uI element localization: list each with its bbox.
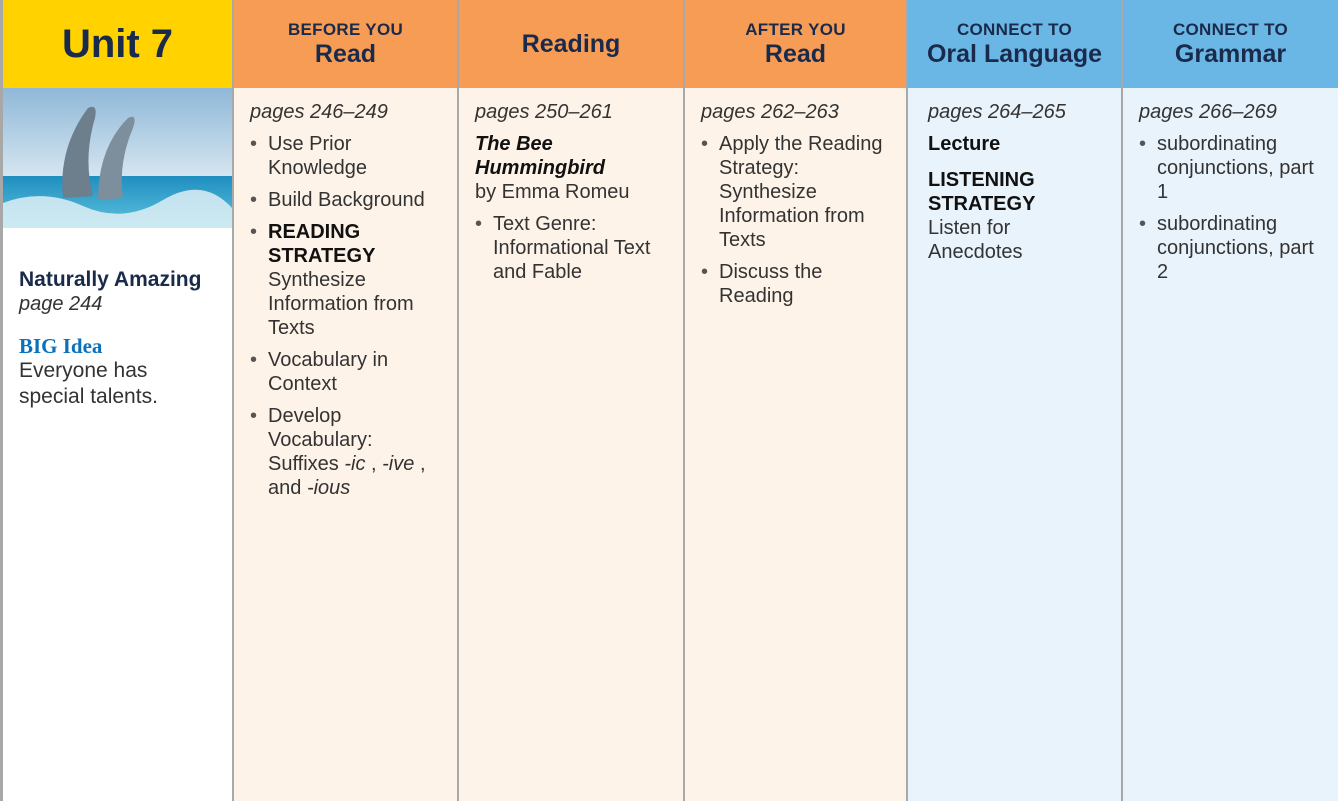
pages: pages 246–249: [250, 101, 388, 123]
list-item: subordinating conjunctions, part 1: [1139, 132, 1324, 204]
pages: pages 266–269: [1139, 101, 1277, 123]
item-text: -ive: [382, 453, 415, 475]
column-header: AFTER YOU Read: [685, 0, 906, 88]
column-header: Reading: [459, 0, 683, 88]
column-header: CONNECT TO Oral Language: [908, 0, 1121, 88]
item-text: subordinating conjunctions, part 2: [1157, 213, 1314, 283]
pages: pages 250–261: [475, 101, 613, 123]
item-text: ,: [371, 453, 377, 475]
item-list: Use Prior Knowledge Build Background READI…: [250, 132, 443, 500]
lecture: Lecture: [928, 133, 1001, 155]
header-kicker: CONNECT TO: [1172, 20, 1289, 39]
author: by Emma Romeu: [475, 181, 630, 203]
item-text: Build Background: [268, 189, 425, 211]
header-title: Read: [764, 40, 827, 68]
item-text: subordinating conjunctions, part 1: [1157, 133, 1314, 203]
list-item: Apply the Reading Strategy: Synthesize I…: [701, 132, 892, 252]
big-idea-label: BIG Idea: [19, 334, 103, 358]
header-title: Grammar: [1174, 40, 1287, 68]
header-kicker: CONNECT TO: [956, 20, 1073, 39]
strategy-label: LISTENING STRATEGY: [928, 169, 1036, 215]
item-list: Text Genre: Informational Text and Fable: [475, 212, 669, 284]
pages: pages 262–263: [701, 101, 839, 123]
theme-page: page 244: [19, 293, 103, 315]
column-header: BEFORE YOU Read: [234, 0, 457, 88]
list-item: Use Prior Knowledge: [250, 132, 443, 180]
unit-column: Unit 7 Naturally Amazing page 244 BIG Id…: [0, 0, 232, 801]
unit-body: Naturally Amazing page 244 BIG Idea Ever…: [3, 228, 232, 801]
item-text: Text Genre: Informational Text and Fable: [493, 213, 651, 283]
item-label: READING STRATEGY: [268, 221, 376, 267]
header-title: Reading: [521, 30, 621, 58]
item-text: Develop Vocabulary: Suffixes: [268, 405, 373, 475]
column-body: pages 250–261 The Bee Hummingbird by Emm…: [459, 88, 683, 801]
item-text: Synthesize Information from Texts: [268, 269, 414, 339]
list-item: Text Genre: Informational Text and Fable: [475, 212, 669, 284]
dolphin-photo: [3, 88, 232, 228]
reading-column: Reading pages 250–261 The Bee Hummingbir…: [457, 0, 683, 801]
item-text: Vocabulary in Context: [268, 349, 389, 395]
unit-header: Unit 7: [3, 0, 232, 88]
list-item: Vocabulary in Context: [250, 348, 443, 396]
big-idea: Everyone has special talents.: [19, 359, 158, 408]
column-body: pages 264–265 Lecture LISTENING STRATEGY…: [908, 88, 1121, 801]
item-text: Discuss the Reading: [719, 261, 823, 307]
list-item: Discuss the Reading: [701, 260, 892, 308]
item-text: -ic: [344, 453, 366, 475]
item-list: subordinating conjunctions, part 1 subord…: [1139, 132, 1324, 284]
item-list: Apply the Reading Strategy: Synthesize I…: [701, 132, 892, 308]
header-kicker: AFTER YOU: [745, 20, 846, 39]
header-kicker: BEFORE YOU: [287, 20, 404, 39]
item-text: , and: [268, 453, 426, 499]
unit-title: Unit 7: [61, 21, 174, 66]
list-item: Develop Vocabulary: Suffixes -ic , -ive …: [250, 404, 443, 500]
item-text: Apply the Reading Strategy: Synthesize I…: [719, 133, 883, 251]
list-item: Build Background: [250, 188, 443, 212]
pages: pages 264–265: [928, 101, 1066, 123]
item-text: Use Prior Knowledge: [268, 133, 367, 179]
item-text: -ious: [306, 477, 351, 499]
oral-language-column: CONNECT TO Oral Language pages 264–265 Le…: [906, 0, 1121, 801]
header-title: Oral Language: [926, 40, 1103, 68]
theme-title: Naturally Amazing: [19, 268, 202, 291]
column-body: pages 262–263 Apply the Reading Strategy:…: [685, 88, 906, 801]
header-title: Read: [314, 40, 377, 68]
strategy: Listen for Anecdotes: [928, 217, 1023, 263]
book-title: The Bee Hummingbird: [475, 133, 605, 179]
column-body: pages 266–269 subordinating conjunctions,…: [1123, 88, 1338, 801]
list-item: subordinating conjunctions, part 2: [1139, 212, 1324, 284]
column-header: CONNECT TO Grammar: [1123, 0, 1338, 88]
column-body: pages 246–249 Use Prior Knowledge Build Ba…: [234, 88, 457, 801]
